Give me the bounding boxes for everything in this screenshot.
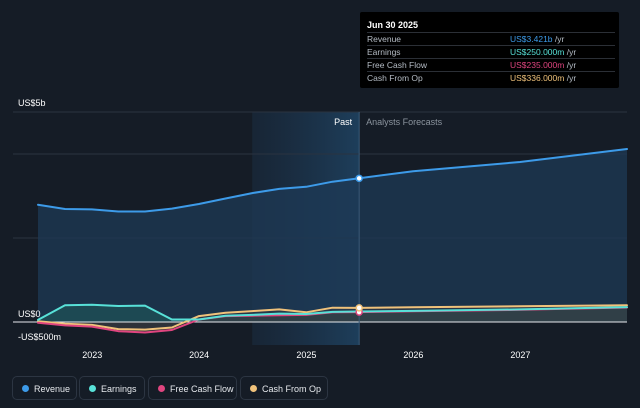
tooltip-value-number: US$3.421b [510,34,553,44]
tooltip-value-number: US$336.000m [510,73,565,83]
tooltip-date: Jun 30 2025 [367,20,419,30]
x-tick-label: 2023 [82,350,102,360]
marker-cash-from-op [355,304,363,312]
legend-dot-icon [250,385,257,392]
tooltip: Jun 30 2025 Revenue US$3.421b /yr Earnin… [360,12,619,88]
series-line-cash-from-op [37,304,628,331]
marker-revenue [355,174,363,183]
y-axis-negative-label: -US$500m [18,332,61,342]
legend-label: Free Cash Flow [170,384,234,394]
tooltip-label: Cash From Op [367,73,423,83]
x-tick-label: 2025 [296,350,316,360]
x-tick-label: 2027 [510,350,530,360]
legend-dot-icon [22,385,29,392]
series-area-free-cash-flow [38,307,627,333]
tooltip-label: Free Cash Flow [367,60,427,70]
tooltip-unit: /yr [566,73,577,83]
tooltip-row-cash-from-op: Cash From Op US$336.000m /yr [367,71,615,85]
y-axis-top-label: US$5b [18,98,46,108]
tooltip-unit: /yr [566,47,577,57]
series-area-revenue [38,149,627,322]
tooltip-value-number: US$235.000m [510,60,565,70]
tooltip-value: US$250.000m /yr [510,46,576,59]
tooltip-label: Revenue [367,34,402,44]
tooltip-value: US$336.000m /yr [510,72,576,85]
tooltip-value: US$3.421b /yr [510,33,564,46]
legend-dot-icon [158,385,165,392]
y-axis-zero-label: US$0 [18,309,41,319]
legend-item-cash-from-op[interactable]: Cash From Op [240,376,328,400]
x-tick-label: 2024 [189,350,209,360]
tooltip-row-earnings: Earnings US$250.000m /yr [367,45,615,59]
tooltip-value-number: US$250.000m [510,47,565,57]
tooltip-row-revenue: Revenue US$3.421b /yr [367,32,615,46]
legend-label: Earnings [101,384,137,394]
legend-item-earnings[interactable]: Earnings [79,376,145,400]
series-area-earnings [38,304,627,322]
forecast-label: Analysts Forecasts [366,117,443,127]
series-line-earnings [37,303,628,321]
legend-label: Revenue [34,384,71,394]
tooltip-value: US$235.000m /yr [510,59,576,72]
legend-dot-icon [89,385,96,392]
tooltip-row-free-cash-flow: Free Cash Flow US$235.000m /yr [367,58,615,72]
legend-label: Cash From Op [262,384,322,394]
tooltip-unit: /yr [566,60,577,70]
legend-item-revenue[interactable]: Revenue [12,376,77,400]
series-line-revenue [37,148,628,213]
tooltip-label: Earnings [367,47,401,57]
tooltip-unit: /yr [554,34,565,44]
x-tick-label: 2026 [403,350,423,360]
legend-item-free-cash-flow[interactable]: Free Cash Flow [148,376,237,400]
past-label: Past [334,117,353,127]
